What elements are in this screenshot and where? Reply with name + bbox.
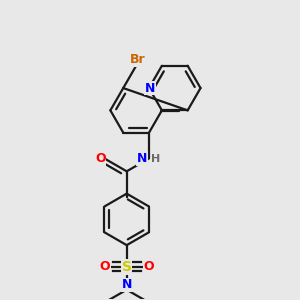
Text: O: O (143, 260, 154, 273)
Text: O: O (100, 260, 110, 273)
Text: N: N (145, 82, 155, 94)
Text: N: N (122, 278, 132, 291)
Text: Br: Br (130, 53, 146, 66)
Text: N: N (137, 152, 147, 165)
Text: S: S (122, 260, 132, 274)
Text: H: H (151, 154, 160, 164)
Text: O: O (95, 152, 106, 165)
